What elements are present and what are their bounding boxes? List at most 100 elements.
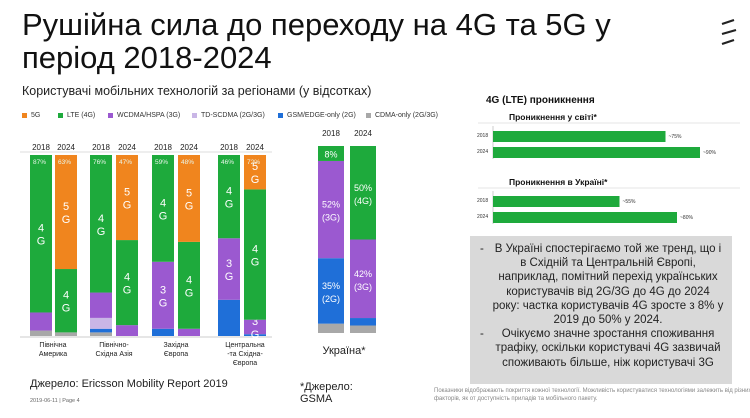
lte-bar (493, 212, 677, 223)
bar-segment-5g (116, 155, 138, 241)
bar-segment-3g (30, 312, 52, 331)
segment-label: 4 (38, 223, 44, 235)
segment-label: G (159, 210, 168, 222)
lte-chart-title: 4G (LTE) проникнення (486, 95, 595, 106)
lte-bar (493, 196, 620, 207)
legend-swatch (22, 112, 27, 118)
lte-bar (493, 131, 666, 142)
bar-segment-gsm (218, 299, 240, 336)
region-label: Європа (233, 360, 257, 367)
legend-label: 5G (31, 112, 41, 119)
bar-segment-4g (30, 155, 52, 313)
year-label: 2024 (57, 143, 75, 152)
segment-label: G (37, 236, 46, 248)
legend-item: GSM/EDGE-only (2G) (278, 112, 356, 119)
region-label: Європа (164, 351, 188, 358)
region-label: Західна (163, 341, 188, 349)
bar-segment-gsm (90, 328, 112, 333)
bar-segment-4g (318, 146, 344, 161)
legend-item: LTE (4G) (58, 112, 95, 119)
top-percent-label: 72% (247, 159, 260, 166)
legend-swatch (108, 112, 113, 118)
bar-segment-3g (116, 325, 138, 336)
note-bullet: В Україні спостерігаємо той же тренд, що… (480, 242, 724, 327)
lte-value-label: ~80% (680, 215, 693, 221)
lte-year-label: 2024 (477, 214, 488, 220)
bar-segment-3g (178, 328, 200, 336)
legend-item: TD-SCDMA (2G/3G) (192, 112, 265, 119)
year-label: 2024 (118, 143, 136, 152)
segment-label: G (97, 226, 106, 238)
legend-item: WCDMA/HSPA (3G) (108, 112, 180, 119)
legend-swatch (278, 112, 283, 118)
segment-label: G (251, 329, 260, 341)
footer-date-page: 2019-06-11 | Page 4 (30, 398, 80, 404)
segment-label: 5 (186, 187, 192, 199)
lte-year-label: 2024 (477, 149, 488, 155)
legend-label: WCDMA/HSPA (3G) (117, 112, 181, 119)
lte-value-label: ~90% (703, 150, 716, 156)
legend-swatch (366, 112, 371, 118)
bar-segment-gsm (244, 334, 266, 336)
segment-label: 8% (324, 149, 337, 159)
year-label: 2024 (246, 143, 264, 152)
bar-segment-3g (152, 261, 174, 329)
region-label: Північна (39, 341, 66, 349)
source-text: Джерело: Ericsson Mobility Report 2019 (30, 378, 228, 390)
bar-segment-3g (350, 239, 376, 319)
segment-label: G (62, 303, 71, 315)
bar-segment-4g (152, 155, 174, 262)
page-title: Рушійна сила до переходу на 4G та 5G у п… (22, 7, 611, 75)
segment-label: 5 (124, 187, 130, 199)
bar-segment-4g (244, 189, 266, 320)
segment-label: (3G) (322, 213, 340, 223)
bar-segment-5g (244, 155, 266, 190)
lte-group-title: Проникнення в Україні* (509, 177, 608, 187)
source-gsma: *Джерело: GSMA (300, 381, 353, 405)
bar-segment-cdma (350, 325, 376, 333)
lte-value-label: ~75% (669, 134, 682, 140)
segment-label: G (185, 200, 194, 212)
segment-label: (2G) (322, 294, 340, 304)
note-bullet: Очікуємо значне зростання споживання тра… (480, 327, 724, 370)
footnote: Показники відображають покриття кожної т… (434, 388, 750, 402)
top-percent-label: 46% (221, 159, 234, 166)
segment-label: G (123, 285, 132, 297)
legend-label: TD-SCDMA (2G/3G) (201, 112, 265, 119)
segment-label: 4 (186, 274, 192, 286)
year-label: 2018 (92, 143, 110, 152)
region-label: Центральна (225, 342, 265, 349)
legend-swatch (192, 112, 197, 118)
bar-segment-3g (90, 292, 112, 318)
year-label: 2018 (220, 143, 238, 152)
segment-label: 52% (322, 200, 340, 210)
segment-label: 4 (63, 290, 69, 302)
bar-segment-5g (178, 155, 200, 242)
legend-swatch (58, 112, 63, 118)
segment-label: 5 (252, 161, 258, 173)
bar-segment-4g (350, 146, 376, 240)
bar-segment-3g (318, 160, 344, 259)
legend-item: 5G (22, 112, 40, 119)
segment-label: 3 (226, 258, 232, 270)
region-label: Америка (39, 351, 67, 358)
region-label: -та Східна- (227, 350, 263, 358)
segment-label: 4 (160, 197, 166, 209)
legend-label: CDMA-only (2G/3G) (375, 112, 439, 119)
legend-label: GSM/EDGE-only (2G) (287, 112, 356, 119)
segment-label: 50% (354, 183, 372, 193)
segment-label: G (251, 174, 260, 186)
year-label: 2018 (322, 129, 340, 138)
year-label: 2024 (354, 129, 372, 138)
segment-label: 4 (226, 186, 232, 198)
segment-label: G (225, 199, 234, 211)
segment-label: G (225, 271, 234, 283)
chart-subtitle: Користувачі мобільних технологій за регі… (22, 84, 372, 98)
bar-segment-4g (178, 241, 200, 329)
segment-label: 3 (252, 316, 258, 328)
segment-label: G (159, 297, 168, 309)
region-label: Україна* (322, 345, 366, 357)
segment-label: G (251, 257, 260, 269)
bar-segment-4g (55, 269, 77, 333)
